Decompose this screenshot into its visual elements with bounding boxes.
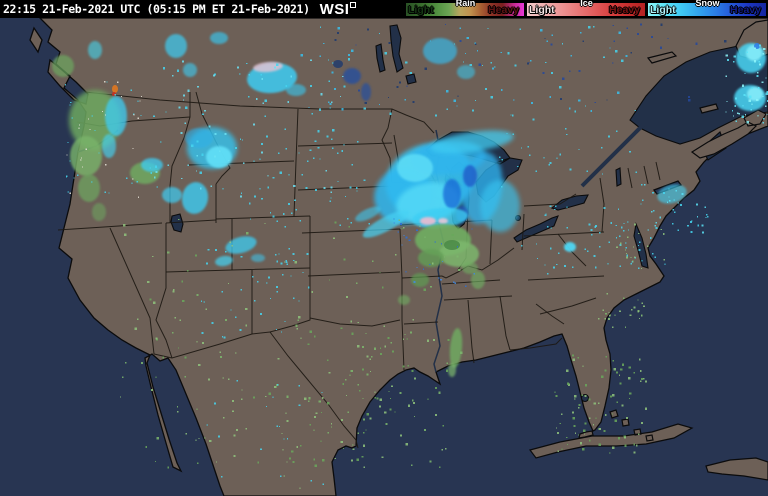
precipitation-speckles [65, 23, 768, 489]
radar-map-svg [0, 18, 768, 496]
legend-heavy-label-snow: Heavy [730, 4, 761, 16]
header-bar: 22:15 21-Feb-2021 UTC (05:15 PM ET 21-Fe… [0, 0, 768, 18]
legend-heavy-label-ice: Heavy [609, 4, 640, 16]
legend-light-label-ice: Light [529, 4, 555, 16]
legend-group-rain: Rain Light Heavy [405, 0, 526, 18]
wsi-logo: WSI [320, 1, 357, 18]
degree-mark-icon [350, 1, 357, 8]
radar-map [0, 18, 768, 496]
legend-group-snow: Snow Light Heavy [647, 0, 768, 18]
wsi-logo-text: WSI [319, 0, 350, 18]
lake-okeechobee [581, 394, 589, 402]
precipitation-blobs [52, 32, 766, 377]
legend-group-ice: Ice Light Heavy [526, 0, 647, 18]
precip-legend: Rain Light Heavy Ice Light Heavy Snow Light Heav… [405, 0, 768, 18]
gulf-of-st-lawrence [629, 43, 768, 145]
legend-title-snow: Snow [695, 0, 720, 8]
legend-gradient-rain [406, 3, 524, 16]
legend-gradient-ice [527, 3, 645, 16]
legend-title-ice: Ice [580, 0, 593, 8]
legend-light-label-rain: Light [408, 4, 434, 16]
legend-title-rain: Rain [455, 0, 476, 8]
legend-light-label-snow: Light [650, 4, 676, 16]
timestamp: 22:15 21-Feb-2021 UTC (05:15 PM ET 21-Fe… [3, 2, 310, 16]
legend-heavy-label-rain: Heavy [488, 4, 519, 16]
legend-gradient-snow [648, 3, 766, 16]
